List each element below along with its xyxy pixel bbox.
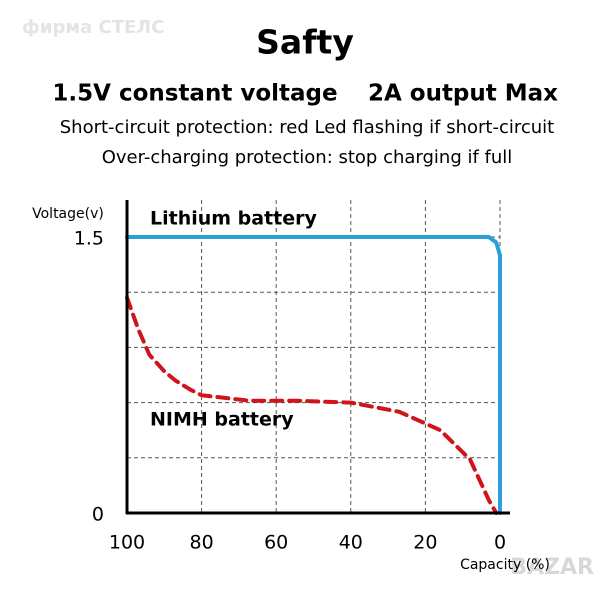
note: Short-circuit protection: red Led flashi… xyxy=(60,117,554,138)
y-tick-label: 0 xyxy=(92,504,104,526)
chart-title: Safty xyxy=(256,23,354,62)
y-axis-label: Voltage(v) xyxy=(32,206,104,222)
subtitle: 1.5V constant voltage xyxy=(52,81,337,107)
x-tick-label: 0 xyxy=(494,532,506,554)
x-tick-label: 60 xyxy=(264,532,288,554)
watermark: фирма СТЕЛС xyxy=(22,17,164,38)
y-tick-label: 1.5 xyxy=(74,228,104,250)
series-line xyxy=(125,235,502,515)
x-tick-label: 80 xyxy=(190,532,214,554)
x-tick-label: 100 xyxy=(109,532,145,554)
series-line xyxy=(125,295,499,515)
legend-label: NIMH battery xyxy=(150,409,294,431)
x-axis-label: Capacity (%) xyxy=(460,557,550,573)
x-tick-label: 40 xyxy=(339,532,363,554)
note: Over-charging protection: stop charging … xyxy=(102,147,513,168)
x-tick-label: 20 xyxy=(413,532,437,554)
legend-label: Lithium battery xyxy=(150,208,318,230)
corner-watermark: BAZAR xyxy=(510,555,594,580)
subtitle: 2A output Max xyxy=(368,81,558,107)
